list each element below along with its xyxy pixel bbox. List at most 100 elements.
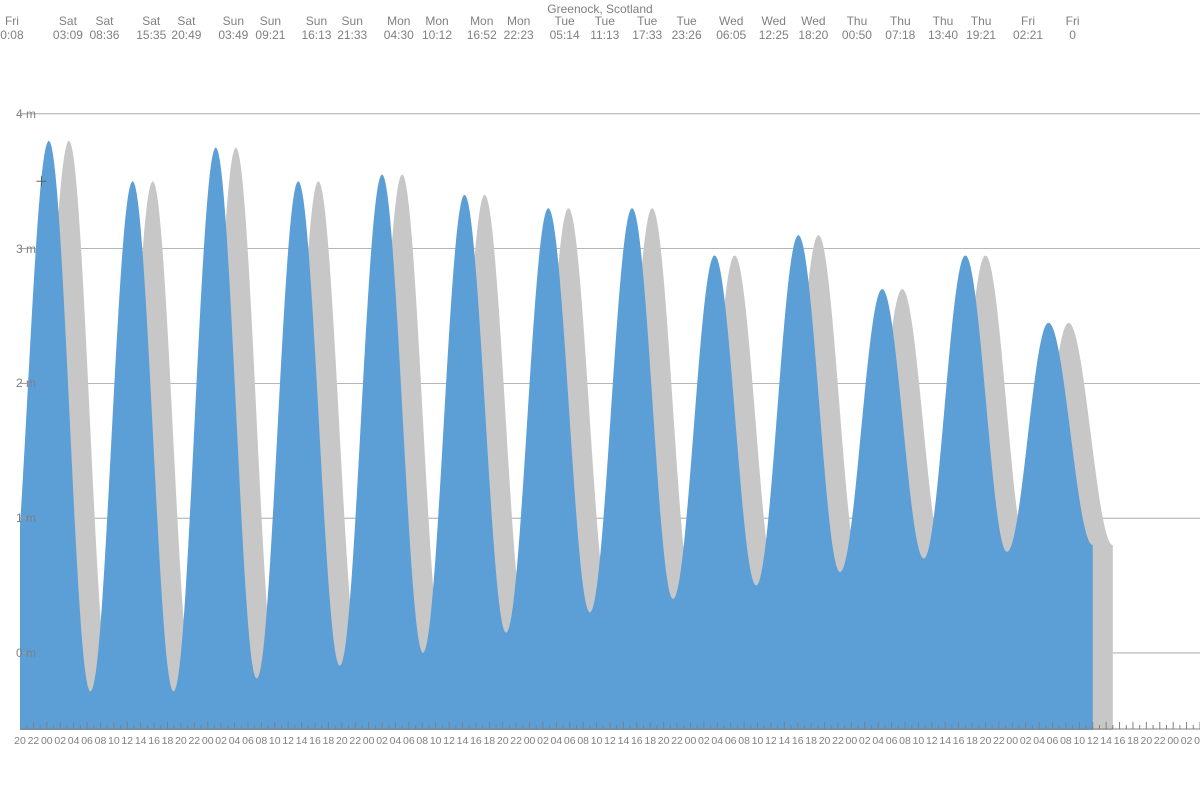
- header-time: Sat15:35: [136, 14, 166, 42]
- x-axis-hour-label: 12: [1087, 736, 1099, 746]
- x-axis-hour-label: 18: [805, 736, 817, 746]
- header-time: Mon22:23: [504, 14, 534, 42]
- x-axis-hour-label: 04: [1194, 736, 1200, 746]
- header-time: Wed06:05: [716, 14, 746, 42]
- x-axis-hour-label: 22: [188, 736, 200, 746]
- x-axis-hour-label: 04: [68, 736, 80, 746]
- x-axis-hour-label: 02: [1181, 736, 1193, 746]
- x-axis-hour-label: 06: [564, 736, 576, 746]
- header-time: Tue11:13: [590, 14, 619, 42]
- x-axis-hour-label: 00: [41, 736, 53, 746]
- header-time: Mon04:30: [384, 14, 414, 42]
- x-axis-hour-label: 00: [846, 736, 858, 746]
- x-axis-hour-label: 04: [229, 736, 241, 746]
- x-axis-hour-label: 10: [269, 736, 281, 746]
- x-axis-hour-label: 08: [577, 736, 589, 746]
- header-time: Fri0:08: [0, 14, 23, 42]
- x-axis-hour-label: 20: [336, 736, 348, 746]
- x-axis-hour-label: 20: [819, 736, 831, 746]
- header-time: Sun21:33: [337, 14, 367, 42]
- x-axis-hour-label: 10: [430, 736, 442, 746]
- header-time: Tue23:26: [672, 14, 702, 42]
- header-time: Sun03:49: [218, 14, 248, 42]
- x-axis-hour-label: 16: [148, 736, 160, 746]
- x-axis-hour-label: 12: [604, 736, 616, 746]
- x-axis-hour-label: 22: [832, 736, 844, 746]
- x-axis-hour-label: 06: [242, 736, 254, 746]
- x-axis-hour-label: 14: [939, 736, 951, 746]
- tide-chart: Greenock, Scotland Fri0:08Sat03:09Sat08:…: [0, 0, 1200, 800]
- x-axis-hour-label: 02: [698, 736, 710, 746]
- x-axis-hour-label: 22: [993, 736, 1005, 746]
- x-axis-hour-label: 22: [349, 736, 361, 746]
- header-time: Fri02:21: [1013, 14, 1043, 42]
- x-axis-hour-label: 14: [135, 736, 147, 746]
- header-time: Thu13:40: [928, 14, 958, 42]
- y-axis-label: 2 m: [2, 376, 36, 390]
- x-axis-hour-label: 14: [618, 736, 630, 746]
- x-axis-hour-label: 20: [980, 736, 992, 746]
- header-time: Thu00:50: [842, 14, 872, 42]
- x-axis-hour-label: 02: [537, 736, 549, 746]
- x-axis-hour-label: 08: [1060, 736, 1072, 746]
- header-time: Thu19:21: [966, 14, 996, 42]
- x-axis-hour-label: 22: [1154, 736, 1166, 746]
- x-axis-hour-label: 16: [470, 736, 482, 746]
- y-axis-label: 0 m: [2, 646, 36, 660]
- x-axis-hour-label: 08: [416, 736, 428, 746]
- header-time: Sat08:36: [89, 14, 119, 42]
- x-axis-hour-label: 02: [1020, 736, 1032, 746]
- x-axis-hour-label: 12: [765, 736, 777, 746]
- x-axis-hour-label: 10: [752, 736, 764, 746]
- x-axis-hour-label: 18: [162, 736, 174, 746]
- y-axis-label: 1 m: [2, 511, 36, 525]
- x-axis-hour-label: 12: [121, 736, 133, 746]
- x-axis-hour-label: 02: [215, 736, 227, 746]
- x-axis-hour-label: 16: [792, 736, 804, 746]
- x-axis-hour-label: 20: [497, 736, 509, 746]
- x-axis-hour-label: 20: [175, 736, 187, 746]
- x-axis-hour-label: 08: [95, 736, 107, 746]
- x-axis-hour-label: 10: [1073, 736, 1085, 746]
- x-axis-hour-label: 10: [108, 736, 120, 746]
- x-axis-hour-label: 18: [323, 736, 335, 746]
- x-axis-hour-label: 00: [1006, 736, 1018, 746]
- x-axis-hour-label: 02: [54, 736, 66, 746]
- x-axis-hour-label: 18: [966, 736, 978, 746]
- header-time: Sat20:49: [171, 14, 201, 42]
- x-axis-hour-label: 22: [28, 736, 40, 746]
- x-axis-hour-label: 04: [390, 736, 402, 746]
- x-axis-hour-label: 06: [886, 736, 898, 746]
- header-time: Fri0: [1066, 14, 1080, 42]
- x-axis-hour-label: 06: [1047, 736, 1059, 746]
- chart-svg: [20, 60, 1200, 730]
- x-axis-hour-label: 00: [202, 736, 214, 746]
- x-axis-hour-label: 18: [1127, 736, 1139, 746]
- x-axis-hour-label: 02: [376, 736, 388, 746]
- x-axis-hour-label: 20: [1141, 736, 1153, 746]
- header-time: Wed18:20: [798, 14, 828, 42]
- x-axis-hour-label: 18: [483, 736, 495, 746]
- header-time-labels: Fri0:08 Sat03:09Sat08:36 Sat15:35Sat20:49 S…: [0, 14, 1200, 48]
- x-axis-hour-label: 14: [778, 736, 790, 746]
- x-axis-hour-label: 08: [738, 736, 750, 746]
- x-axis-hour-label: 22: [510, 736, 522, 746]
- x-axis-hour-label: 00: [363, 736, 375, 746]
- x-axis-hour-label: 06: [81, 736, 93, 746]
- header-time: Mon10:12: [422, 14, 452, 42]
- x-axis-hour-label: 06: [725, 736, 737, 746]
- x-axis-hour-label: 12: [926, 736, 938, 746]
- x-axis: 2022000204060810121416182022000204060810…: [20, 730, 1200, 760]
- header-time: Tue05:14: [550, 14, 580, 42]
- header-time: Sun09:21: [255, 14, 285, 42]
- x-axis-hour-label: 18: [644, 736, 656, 746]
- x-axis-hour-label: 04: [872, 736, 884, 746]
- x-axis-hour-label: 00: [1167, 736, 1179, 746]
- x-axis-hour-label: 04: [711, 736, 723, 746]
- x-axis-hour-label: 16: [953, 736, 965, 746]
- header-time: Thu07:18: [885, 14, 915, 42]
- x-axis-hour-label: 08: [899, 736, 911, 746]
- x-axis-hour-label: 10: [913, 736, 925, 746]
- header-time: Sat03:09: [53, 14, 83, 42]
- y-axis-label: 4 m: [2, 107, 36, 121]
